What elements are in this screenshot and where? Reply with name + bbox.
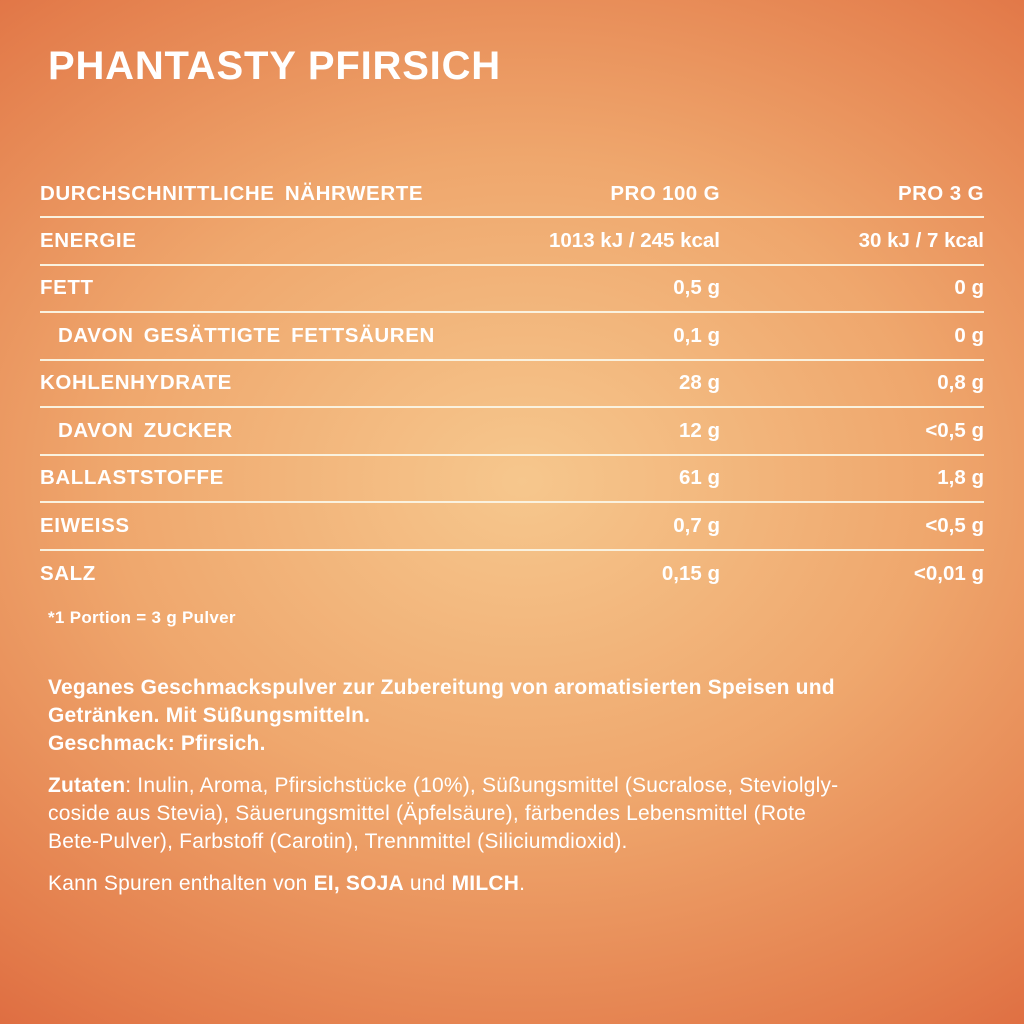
row-label: EIWEISS <box>40 513 130 537</box>
portion-footnote: *1 Portion = 3 g Pulver <box>48 608 236 627</box>
row-label: DAVON ZUCKER <box>58 418 233 442</box>
table-header-row: DURCHSCHNITTLICHE NÄHRWERTE PRO 100 G PR… <box>40 174 984 218</box>
value-per-100g: 1013 kJ / 245 kcal <box>549 228 720 252</box>
table-header-per-100g: PRO 100 G <box>610 182 720 205</box>
allergen-prefix: Kann Spuren enthalten von <box>48 872 314 895</box>
value-per-3g: <0,5 g <box>925 418 984 442</box>
row-label: SALZ <box>40 562 96 586</box>
allergen-suffix: . <box>519 872 526 895</box>
value-per-3g: 0,8 g <box>937 371 984 395</box>
table-header-per-3g: PRO 3 G <box>898 182 984 205</box>
description-line: Geschmack: Pfirsich. <box>48 732 266 755</box>
ingredients-line: coside aus Stevia), Säuerungsmittel (Äpf… <box>48 802 806 825</box>
row-label: KOHLENHYDRATE <box>40 371 232 395</box>
allergen-bold: MILCH <box>451 872 520 895</box>
description-line: Getränken. Mit Süßungsmitteln. <box>48 704 371 727</box>
ingredients-line: : Inulin, Aroma, Pfirsichstücke (10%), S… <box>125 774 839 797</box>
row-label: BALLASTSTOFFE <box>40 466 224 490</box>
row-label: FETT <box>40 276 94 300</box>
value-per-100g: 12 g <box>678 418 720 442</box>
value-per-3g: <0,5 g <box>925 513 984 537</box>
value-per-3g: 30 kJ / 7 kcal <box>858 228 984 252</box>
value-per-3g: <0,01 g <box>913 562 984 586</box>
table-row-fett: FETT 0,5 g 0 g <box>40 266 984 313</box>
table-row-zucker: DAVON ZUCKER 12 g <0,5 g <box>40 408 984 456</box>
ingredients-line: Bete-Pulver), Farbstoff (Carotin), Trenn… <box>48 830 628 853</box>
row-label: DAVON GESÄTTIGTE FETTSÄUREN <box>58 323 435 347</box>
table-row-kohlenhydrate: KOHLENHYDRATE 28 g 0,8 g <box>40 361 984 408</box>
table-row-salz: SALZ 0,15 g <0,01 g <box>40 551 984 599</box>
allergen-note: Kann Spuren enthalten von EI, SOJA und M… <box>48 870 978 898</box>
ingredients-label: Zutaten <box>48 774 126 797</box>
table-header-label: DURCHSCHNITTLICHE NÄHRWERTE <box>40 182 424 205</box>
page-title: PHANTASTY PFIRSICH <box>48 44 501 88</box>
row-label: ENERGIE <box>40 228 137 252</box>
value-per-3g: 1,8 g <box>937 466 984 490</box>
table-row-eiweiss: EIWEISS 0,7 g <0,5 g <box>40 503 984 551</box>
nutrition-table: DURCHSCHNITTLICHE NÄHRWERTE PRO 100 G PR… <box>40 174 984 598</box>
ingredients-text: Zutaten: Inulin, Aroma, Pfirsichstücke (… <box>48 772 978 856</box>
table-row-ballaststoffe: BALLASTSTOFFE 61 g 1,8 g <box>40 456 984 503</box>
value-per-100g: 0,15 g <box>661 562 720 586</box>
allergen-bold: EI, SOJA <box>313 872 404 895</box>
value-per-3g: 0 g <box>954 276 984 300</box>
table-row-gesaettigte-fettsaeuren: DAVON GESÄTTIGTE FETTSÄUREN 0,1 g 0 g <box>40 313 984 361</box>
value-per-100g: 0,5 g <box>673 276 720 300</box>
table-row-energie: ENERGIE 1013 kJ / 245 kcal 30 kJ / 7 kca… <box>40 218 984 266</box>
value-per-100g: 0,1 g <box>673 323 720 347</box>
value-per-3g: 0 g <box>954 323 984 347</box>
description-line: Veganes Geschmackspulver zur Zubereitung… <box>48 676 835 699</box>
allergen-middle: und <box>403 872 452 895</box>
product-description: Veganes Geschmackspulver zur Zubereitung… <box>48 674 978 758</box>
value-per-100g: 0,7 g <box>673 513 720 537</box>
value-per-100g: 28 g <box>678 371 720 395</box>
value-per-100g: 61 g <box>678 466 720 490</box>
